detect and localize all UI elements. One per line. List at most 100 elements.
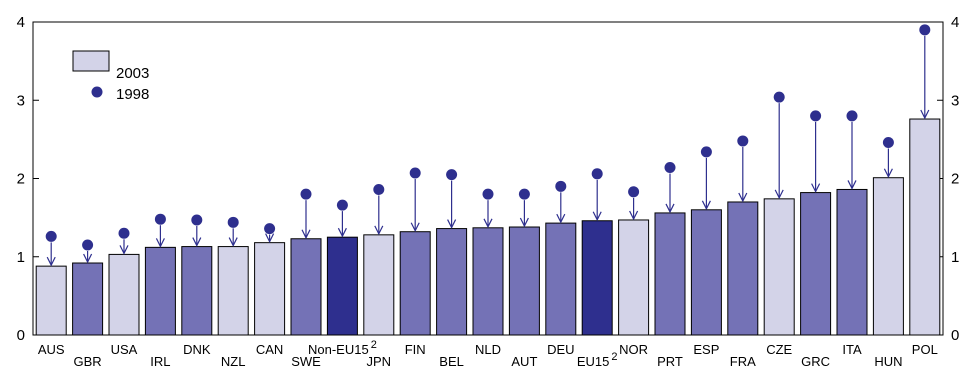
category-label: PRT bbox=[657, 354, 683, 367]
category-label-text: NLD bbox=[475, 342, 501, 357]
marker-1998-nld bbox=[482, 188, 494, 200]
category-label-text: GBR bbox=[74, 354, 102, 367]
category-label-text: CAN bbox=[256, 342, 283, 357]
category-label-text: GRC bbox=[801, 354, 830, 367]
marker-1998-fin bbox=[409, 167, 421, 179]
change-arrow-head bbox=[811, 183, 821, 193]
legend-label-1998: 1998 bbox=[116, 86, 149, 103]
markers-1998 bbox=[45, 24, 931, 267]
change-arrow-head bbox=[920, 109, 930, 120]
category-label: AUT bbox=[511, 354, 537, 367]
category-label: NZL bbox=[221, 354, 246, 367]
change-arrow-head bbox=[410, 222, 420, 233]
change-arrow-head bbox=[119, 245, 129, 255]
category-label: ITA bbox=[842, 342, 862, 357]
bar-2003-deu bbox=[545, 222, 577, 336]
category-label: AUS bbox=[38, 342, 65, 357]
legend-label-2003: 2003 bbox=[116, 65, 149, 82]
marker-1998-dnk bbox=[191, 214, 203, 226]
bar-2003-gbr bbox=[72, 262, 104, 336]
change-arrow-head bbox=[738, 192, 748, 203]
category-label-text: SWE bbox=[291, 354, 321, 367]
category-label-text: ITA bbox=[842, 342, 862, 357]
bar-2003-fin bbox=[399, 231, 431, 336]
category-label-text: HUN bbox=[874, 354, 902, 367]
marker-1998-usa bbox=[118, 227, 130, 239]
marker-1998-can bbox=[264, 223, 276, 235]
category-label-text: BEL bbox=[439, 354, 464, 367]
y-tick-label-left: 1 bbox=[17, 249, 25, 266]
marker-1998-esp bbox=[700, 146, 712, 158]
category-label-text: AUT bbox=[511, 354, 537, 367]
change-arrow-head bbox=[847, 180, 857, 190]
marker-1998-hun bbox=[882, 137, 894, 149]
bar-2003-nld bbox=[472, 227, 504, 336]
category-label: GBR bbox=[74, 354, 102, 367]
marker-1998-aus bbox=[45, 230, 57, 242]
category-label-text: DEU bbox=[547, 342, 574, 357]
category-label-text: CZE bbox=[766, 342, 792, 357]
category-label: ESP bbox=[693, 342, 719, 357]
category-label: USA bbox=[111, 342, 138, 357]
change-arrow-head bbox=[46, 256, 56, 267]
marker-1998-fra bbox=[737, 135, 749, 147]
marker-1998-grc bbox=[810, 110, 822, 122]
category-label: FIN bbox=[405, 342, 426, 357]
bar-2003-pol bbox=[909, 118, 941, 336]
marker-1998-irl bbox=[154, 213, 166, 225]
y-tick-label-left: 2 bbox=[17, 171, 25, 188]
category-footnote-marker: 2 bbox=[611, 351, 617, 363]
bar-2003-eu15 bbox=[581, 220, 613, 336]
category-label: Non-EU15 2 bbox=[308, 339, 377, 357]
category-label-text: IRL bbox=[150, 354, 170, 367]
change-arrow-head bbox=[301, 229, 311, 240]
category-label: JPN bbox=[367, 354, 392, 367]
category-label: DEU bbox=[547, 342, 574, 357]
legend-marker-1998 bbox=[91, 86, 103, 98]
category-label: EU15 2 bbox=[577, 351, 618, 367]
y-tick-label-right: 1 bbox=[951, 249, 959, 266]
change-arrow-head bbox=[629, 210, 639, 221]
category-label-text: PRT bbox=[657, 354, 683, 367]
category-label-text: Non-EU15 bbox=[308, 342, 369, 357]
marker-1998-cze bbox=[773, 91, 785, 103]
category-label-text: ESP bbox=[693, 342, 719, 357]
category-label: IRL bbox=[150, 354, 170, 367]
change-arrow-head bbox=[83, 253, 93, 264]
category-label: CAN bbox=[256, 342, 283, 357]
change-arrow-head bbox=[155, 238, 165, 248]
marker-1998-bel bbox=[446, 169, 458, 181]
bar-2003-jpn bbox=[363, 234, 395, 336]
change-arrow-head bbox=[374, 225, 384, 236]
legend-swatch-2003 bbox=[72, 50, 110, 72]
y-tick-label-left: 4 bbox=[17, 14, 25, 31]
change-arrow-head bbox=[883, 168, 893, 179]
category-label: BEL bbox=[439, 354, 464, 367]
category-label-text: NOR bbox=[619, 342, 648, 357]
bar-2003-aut bbox=[508, 226, 540, 336]
bar-2003-hun bbox=[872, 177, 904, 336]
category-label-text: FRA bbox=[730, 354, 756, 367]
category-label-text: DNK bbox=[183, 342, 211, 357]
category-label-text: POL bbox=[912, 342, 938, 357]
bar-2003-cze bbox=[763, 198, 795, 336]
category-label: CZE bbox=[766, 342, 792, 357]
change-arrow-head bbox=[556, 213, 566, 224]
category-label-text: NZL bbox=[221, 354, 246, 367]
category-label: POL bbox=[912, 342, 938, 357]
bar-2003-esp bbox=[690, 209, 722, 336]
marker-1998-nor bbox=[628, 186, 640, 198]
y-tick-label-left: 3 bbox=[17, 92, 25, 109]
marker-1998-prt bbox=[664, 162, 676, 174]
bar-2003-can bbox=[254, 242, 286, 336]
bar-2003-dnk bbox=[181, 246, 213, 336]
bar-2003-nzl bbox=[217, 246, 249, 336]
change-arrow-head bbox=[519, 217, 529, 228]
change-arrow-head bbox=[701, 200, 711, 211]
marker-1998-eu15 bbox=[591, 168, 603, 180]
category-label: NOR bbox=[619, 342, 648, 357]
category-label: FRA bbox=[730, 354, 756, 367]
bar-2003-usa bbox=[108, 253, 140, 336]
